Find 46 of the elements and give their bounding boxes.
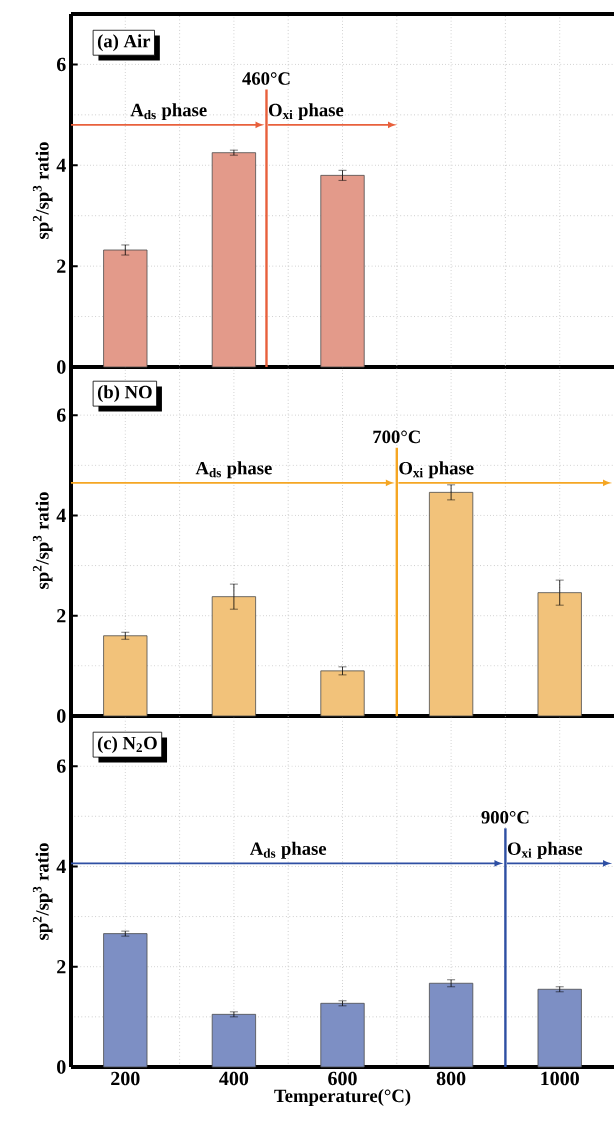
annotation: A$_{ds}$ phase (249, 841, 327, 859)
y-tick-label: 6 (56, 408, 66, 422)
ref-line-label: 900°C (481, 811, 529, 824)
bar (211, 1013, 257, 1068)
y-tick-label: 4 (56, 859, 66, 874)
x-axis-title: Temperature(°C) (274, 1089, 411, 1106)
x-tick-label: 1000 (541, 1071, 579, 1086)
y-axis-title: sp$^{2}$/sp$^{3}$ ratio (32, 142, 53, 239)
bar (103, 933, 148, 1068)
x-tick-label: 600 (328, 1071, 357, 1086)
y-tick-label: 2 (57, 259, 66, 273)
y-tick-label: 6 (56, 57, 66, 72)
annotation: O$_{xi}$ phase (399, 461, 474, 479)
y-tick-label: 2 (57, 960, 66, 974)
x-tick-label: 800 (436, 1071, 466, 1086)
annotation: A$_{ds}$ phase (195, 461, 272, 479)
x-tick-label: 400 (219, 1071, 249, 1086)
annotation: A$_{ds}$ phase (130, 103, 207, 121)
y-tick-label: 0 (57, 1060, 66, 1074)
bar (537, 988, 582, 1068)
ref-line-label: 460°C (242, 72, 290, 85)
bar (103, 249, 148, 368)
bar (320, 1002, 365, 1068)
y-tick-label: 4 (56, 158, 66, 172)
bar (320, 670, 365, 717)
bar (103, 635, 148, 717)
y-axis-title: sp$^{2}$/sp$^{3}$ ratio (32, 492, 53, 589)
bar (211, 152, 257, 368)
bar (211, 596, 257, 717)
bar (537, 592, 582, 717)
y-tick-label: 4 (56, 508, 66, 523)
bar (428, 982, 474, 1068)
text: (a) Air (97, 34, 151, 52)
text: (c) N$_{2}$O (97, 736, 157, 754)
x-tick-label: 200 (111, 1071, 140, 1086)
y-tick-label: 6 (56, 759, 66, 773)
ref-line-label: 700°C (373, 430, 420, 444)
y-tick-label: 2 (57, 609, 66, 623)
y-tick-label: 0 (57, 360, 66, 374)
bar (428, 491, 474, 717)
annotation: O$_{xi}$ phase (269, 103, 344, 121)
y-axis-title: sp$^{2}$/sp$^{3}$ ratio (32, 843, 53, 940)
annotation: O$_{xi}$ phase (507, 841, 583, 859)
bar (320, 174, 365, 368)
y-tick-label: 0 (57, 709, 66, 723)
text: (b) NO (97, 385, 152, 403)
